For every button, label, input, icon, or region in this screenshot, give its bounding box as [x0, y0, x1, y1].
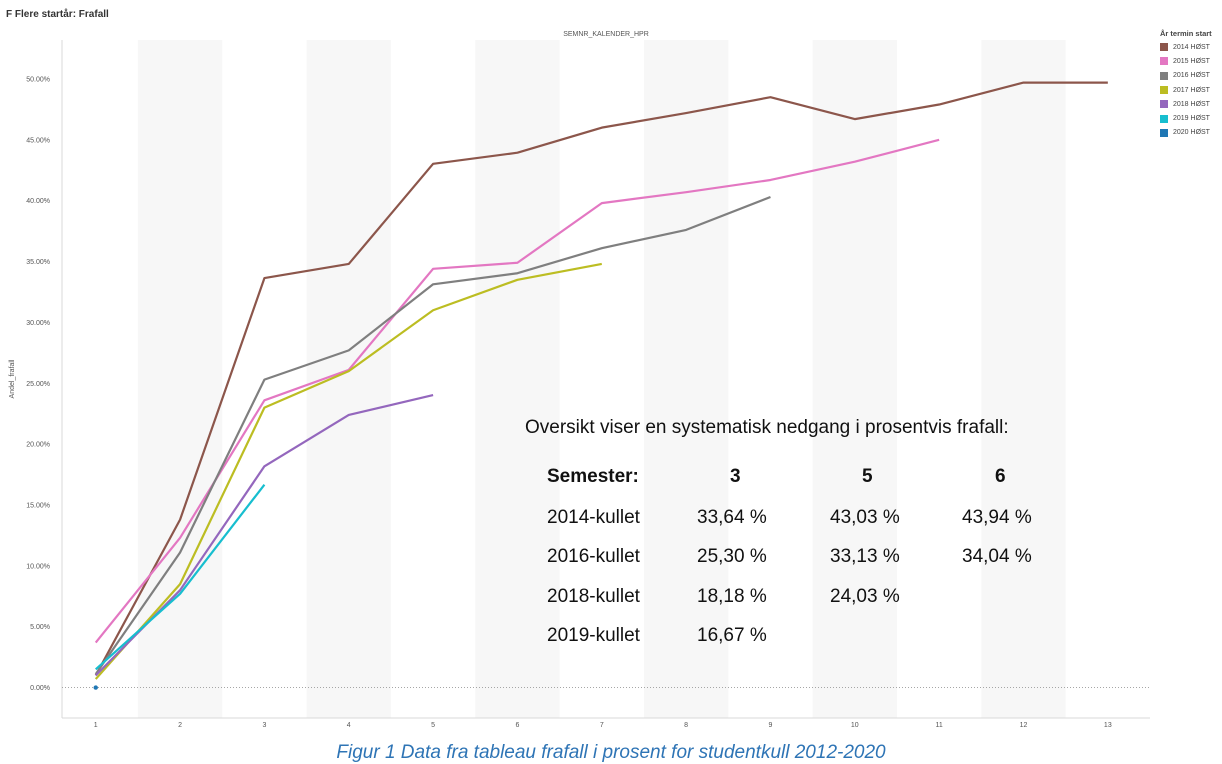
table-value-cell: 25,30 %	[697, 546, 767, 567]
table-value-cell: 43,03 %	[830, 507, 900, 528]
overlay-summary-title: Oversikt viser en systematisk nedgang i …	[525, 417, 1009, 438]
legend: År termin start 2014 HØST 2015 HØST 2016 H…	[1160, 29, 1212, 140]
table-value-cell: 33,64 %	[697, 507, 767, 528]
legend-swatch	[1160, 114, 1168, 123]
x-tick-label: 12	[1020, 722, 1028, 729]
y-tick-label: 30.00%	[26, 320, 50, 327]
legend-item[interactable]: 2020 HØST	[1160, 126, 1212, 140]
legend-label: 2018 HØST	[1173, 100, 1210, 108]
series-line	[94, 262, 602, 680]
x-tick-labels: 1 2 3 4 5 6 7 8 9 10 11 12 13	[94, 722, 1112, 729]
legend-label: 2015 HØST	[1173, 57, 1210, 65]
column-band	[475, 40, 560, 718]
x-tick-label: 7	[600, 722, 604, 729]
table-row-label: 2019-kullet	[547, 625, 640, 646]
y-tick-label: 50.00%	[26, 76, 50, 83]
legend-swatch	[1160, 86, 1168, 95]
legend-item[interactable]: 2019 HØST	[1160, 111, 1212, 125]
series-point	[93, 685, 98, 690]
chart-title: SEMNR_KALENDER_HPR	[563, 31, 649, 38]
table-header-cell: 5	[862, 466, 873, 487]
x-tick-label: 8	[684, 722, 688, 729]
legend-label: 2016 HØST	[1173, 72, 1210, 80]
table-row-label: 2016-kullet	[547, 546, 640, 567]
x-tick-label: 9	[769, 722, 773, 729]
x-tick-label: 6	[515, 722, 519, 729]
column-band	[306, 40, 391, 718]
table-value-cell: 34,04 %	[962, 546, 1032, 567]
column-band	[137, 40, 223, 718]
axes	[61, 40, 1150, 719]
x-tick-label: 4	[347, 722, 351, 729]
y-axis-title: Andel_frafall	[9, 359, 16, 398]
table-header-cell: 6	[995, 466, 1006, 487]
legend-label: 2017 HØST	[1173, 86, 1210, 94]
series-lines	[93, 81, 1108, 690]
legend-swatch	[1160, 43, 1168, 52]
y-tick-label: 40.00%	[26, 198, 50, 205]
legend-label: 2014 HØST	[1173, 43, 1210, 51]
y-tick-label: 0.00%	[30, 685, 50, 692]
legend-swatch	[1160, 128, 1168, 137]
table-row-label: 2018-kullet	[547, 586, 640, 607]
page-title: F Flere startår: Frafall	[6, 9, 109, 20]
y-tick-label: 20.00%	[26, 442, 50, 449]
legend-item[interactable]: 2018 HØST	[1160, 97, 1212, 111]
table-header-cell: 3	[730, 466, 741, 487]
table-row-label: 2014-kullet	[547, 507, 640, 528]
series-line	[94, 138, 940, 644]
legend-item[interactable]: 2015 HØST	[1160, 54, 1212, 68]
x-tick-label: 5	[431, 722, 435, 729]
x-tick-label: 1	[94, 722, 98, 729]
y-tick-label: 35.00%	[26, 259, 50, 266]
legend-swatch	[1160, 100, 1168, 109]
legend-swatch	[1160, 57, 1168, 66]
legend-item[interactable]: 2016 HØST	[1160, 69, 1212, 83]
x-tick-label: 3	[262, 722, 266, 729]
legend-item[interactable]: 2017 HØST	[1160, 83, 1212, 97]
legend-title: År termin start	[1160, 29, 1212, 38]
column-band	[981, 40, 1066, 718]
y-tick-label: 5.00%	[30, 624, 50, 631]
legend-swatch	[1160, 71, 1168, 80]
table-value-cell: 18,18 %	[697, 586, 767, 607]
y-tick-label: 45.00%	[26, 137, 50, 144]
y-tick-label: 25.00%	[26, 381, 50, 388]
column-bands	[137, 40, 1066, 718]
legend-label: 2019 HØST	[1173, 115, 1210, 123]
series-line	[95, 483, 266, 671]
legend-item[interactable]: 2014 HØST	[1160, 40, 1212, 54]
table-value-cell: 16,67 %	[697, 625, 767, 646]
table-value-cell: 43,94 %	[962, 507, 1032, 528]
y-tick-labels: 0.00% 5.00% 10.00% 15.00% 20.00% 25.00% 30.00%…	[26, 76, 50, 692]
series-line	[94, 81, 1108, 676]
table-header-cell: Semester:	[547, 466, 639, 487]
table-value-cell: 24,03 %	[830, 586, 900, 607]
column-band	[812, 40, 897, 718]
y-tick-label: 15.00%	[26, 502, 50, 509]
column-band	[643, 40, 729, 718]
y-tick-label: 10.00%	[26, 563, 50, 570]
x-tick-label: 11	[936, 722, 943, 729]
x-tick-label: 13	[1104, 722, 1112, 729]
table-value-cell: 33,13 %	[830, 546, 900, 567]
legend-label: 2020 HØST	[1173, 129, 1210, 137]
x-tick-label: 2	[178, 722, 182, 729]
x-tick-label: 10	[851, 722, 859, 729]
figure-caption: Figur 1 Data fra tableau frafall i prose…	[336, 742, 886, 763]
series-line	[94, 195, 771, 675]
